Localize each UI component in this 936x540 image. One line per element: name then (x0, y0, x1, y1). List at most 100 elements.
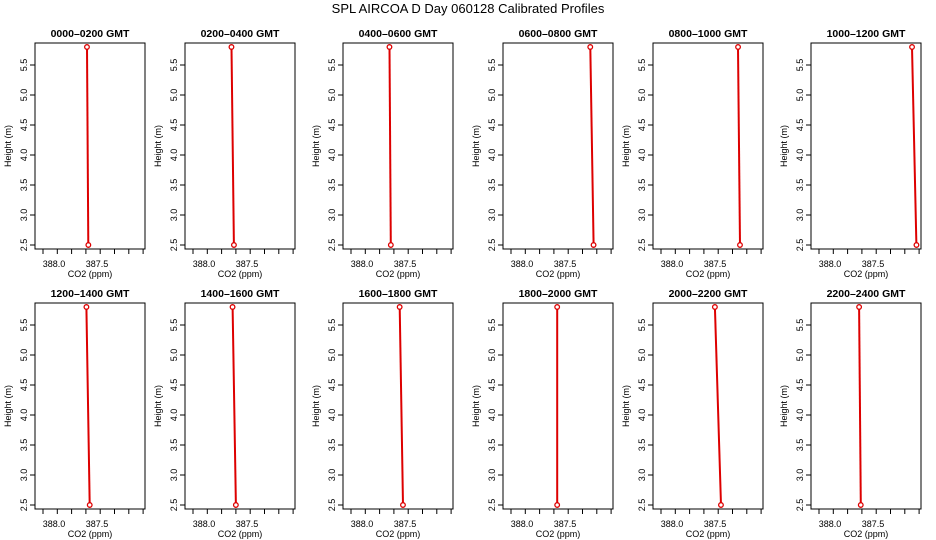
y-tick-label: 5.0 (19, 349, 29, 362)
profile-point (909, 44, 915, 50)
y-tick-label: 3.5 (169, 179, 179, 192)
y-tick-label: 3.0 (487, 469, 497, 482)
profile-point (386, 44, 393, 50)
y-tick-label: 5.5 (327, 319, 337, 332)
plot-frame (34, 42, 146, 250)
plot-frame (652, 42, 764, 250)
x-axis-label: CO2 (ppm) (376, 529, 421, 539)
y-tick-label: 4.0 (19, 149, 29, 162)
y-tick-label: 4.5 (19, 379, 29, 392)
y-axis-label: Height (m) (3, 385, 13, 427)
plot-frame (502, 302, 614, 510)
x-tick-label: 388.0 (511, 259, 534, 269)
y-tick-label: 3.5 (487, 179, 497, 192)
x-tick-label: 387.5 (862, 519, 885, 529)
x-tick-label: 387.5 (554, 259, 577, 269)
y-axis-label: Height (m) (311, 385, 321, 427)
y-axis-label: Height (m) (153, 125, 163, 167)
y-tick-label: 4.5 (795, 379, 805, 392)
y-tick-label: 4.0 (487, 409, 497, 422)
y-axis-label: Height (m) (153, 385, 163, 427)
profile-point (83, 304, 90, 310)
x-axis-label: CO2 (ppm) (376, 269, 421, 279)
panel-title: 0400–0600 GMT (359, 28, 438, 40)
y-tick-label: 5.5 (327, 59, 337, 72)
plot-frame (810, 302, 922, 510)
y-tick-label: 2.5 (637, 499, 647, 512)
profile-line (398, 306, 404, 506)
y-tick-label: 2.5 (327, 239, 337, 252)
plot-frame (652, 302, 764, 510)
profile-point (737, 242, 743, 248)
y-tick-label: 3.0 (795, 209, 805, 222)
x-tick-label: 388.0 (351, 519, 374, 529)
profile-line (713, 306, 722, 506)
y-tick-label: 2.5 (487, 499, 497, 512)
y-tick-label: 4.0 (169, 149, 179, 162)
y-tick-label: 5.0 (795, 349, 805, 362)
y-tick-label: 4.5 (637, 119, 647, 132)
y-tick-label: 4.5 (327, 379, 337, 392)
x-tick-label: 387.5 (862, 259, 885, 269)
profile-line (737, 46, 741, 246)
x-tick-label: 388.0 (661, 259, 684, 269)
plot-frame (184, 42, 296, 250)
y-tick-label: 3.0 (637, 469, 647, 482)
y-tick-label: 3.5 (637, 439, 647, 452)
profile-point (735, 44, 741, 50)
x-axis-label: CO2 (ppm) (536, 269, 581, 279)
y-tick-label: 4.5 (327, 119, 337, 132)
profile-point (711, 304, 718, 310)
y-tick-label: 4.0 (327, 409, 337, 422)
profile-point (229, 304, 236, 310)
profile-point (232, 502, 239, 508)
y-tick-label: 3.5 (169, 439, 179, 452)
x-tick-label: 388.0 (351, 259, 374, 269)
profile-point (86, 502, 93, 508)
x-tick-label: 388.0 (819, 519, 842, 529)
y-tick-label: 4.0 (19, 409, 29, 422)
profile-point (230, 242, 237, 248)
y-tick-label: 3.5 (19, 439, 29, 452)
profile-line (911, 46, 918, 246)
panel-title: 2000–2200 GMT (669, 288, 748, 300)
y-axis-label: Height (m) (471, 385, 481, 427)
profile-point (85, 242, 92, 248)
y-tick-label: 5.0 (795, 89, 805, 102)
y-tick-label: 2.5 (795, 499, 805, 512)
y-tick-label: 4.5 (637, 379, 647, 392)
y-tick-label: 3.5 (795, 439, 805, 452)
panel-title: 0200–0400 GMT (201, 28, 280, 40)
x-axis-label: CO2 (ppm) (844, 529, 889, 539)
profile-line (388, 46, 392, 246)
profile-point (857, 502, 864, 508)
y-tick-label: 5.5 (487, 59, 497, 72)
plot-frame (184, 302, 296, 510)
x-tick-label: 388.0 (511, 519, 534, 529)
y-tick-label: 5.5 (487, 319, 497, 332)
x-axis-label: CO2 (ppm) (686, 529, 731, 539)
y-tick-label: 5.0 (169, 89, 179, 102)
profile-line (85, 306, 91, 506)
x-axis-label: CO2 (ppm) (68, 269, 113, 279)
x-tick-label: 387.5 (394, 259, 417, 269)
panel-title: 0000–0200 GMT (51, 28, 130, 40)
y-axis-label: Height (m) (779, 385, 789, 427)
x-axis-label: CO2 (ppm) (686, 269, 731, 279)
x-axis-label: CO2 (ppm) (844, 269, 889, 279)
x-tick-label: 387.5 (236, 519, 259, 529)
y-tick-label: 3.0 (487, 209, 497, 222)
y-tick-label: 5.0 (327, 89, 337, 102)
y-tick-label: 5.5 (19, 59, 29, 72)
x-tick-label: 387.5 (86, 259, 109, 269)
x-tick-label: 388.0 (661, 519, 684, 529)
profile-point (856, 304, 863, 310)
y-tick-label: 5.5 (169, 319, 179, 332)
figure-title: SPL AIRCOA D Day 060128 Calibrated Profi… (331, 1, 605, 16)
y-tick-label: 3.0 (327, 469, 337, 482)
panel-title: 1400–1600 GMT (201, 288, 280, 300)
y-tick-label: 5.5 (19, 319, 29, 332)
y-tick-label: 5.0 (487, 349, 497, 362)
profile-point (400, 502, 406, 508)
